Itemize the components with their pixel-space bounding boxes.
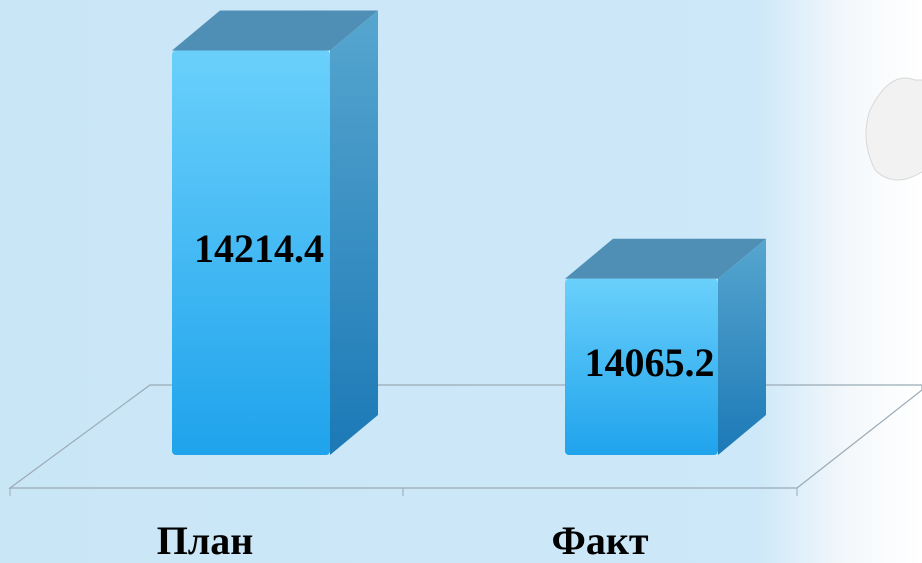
x-tick-label: План <box>157 518 254 563</box>
chart: 14214.4 План 14065.2 Факт <box>0 0 922 563</box>
value-label: 14214.4 <box>194 226 324 271</box>
page: {"chart_data": {"type": "bar", "categori… <box>0 0 922 563</box>
value-label: 14065.2 <box>585 340 715 385</box>
background <box>0 0 922 563</box>
x-tick-label: Факт <box>551 518 648 563</box>
bar-side <box>330 10 378 455</box>
